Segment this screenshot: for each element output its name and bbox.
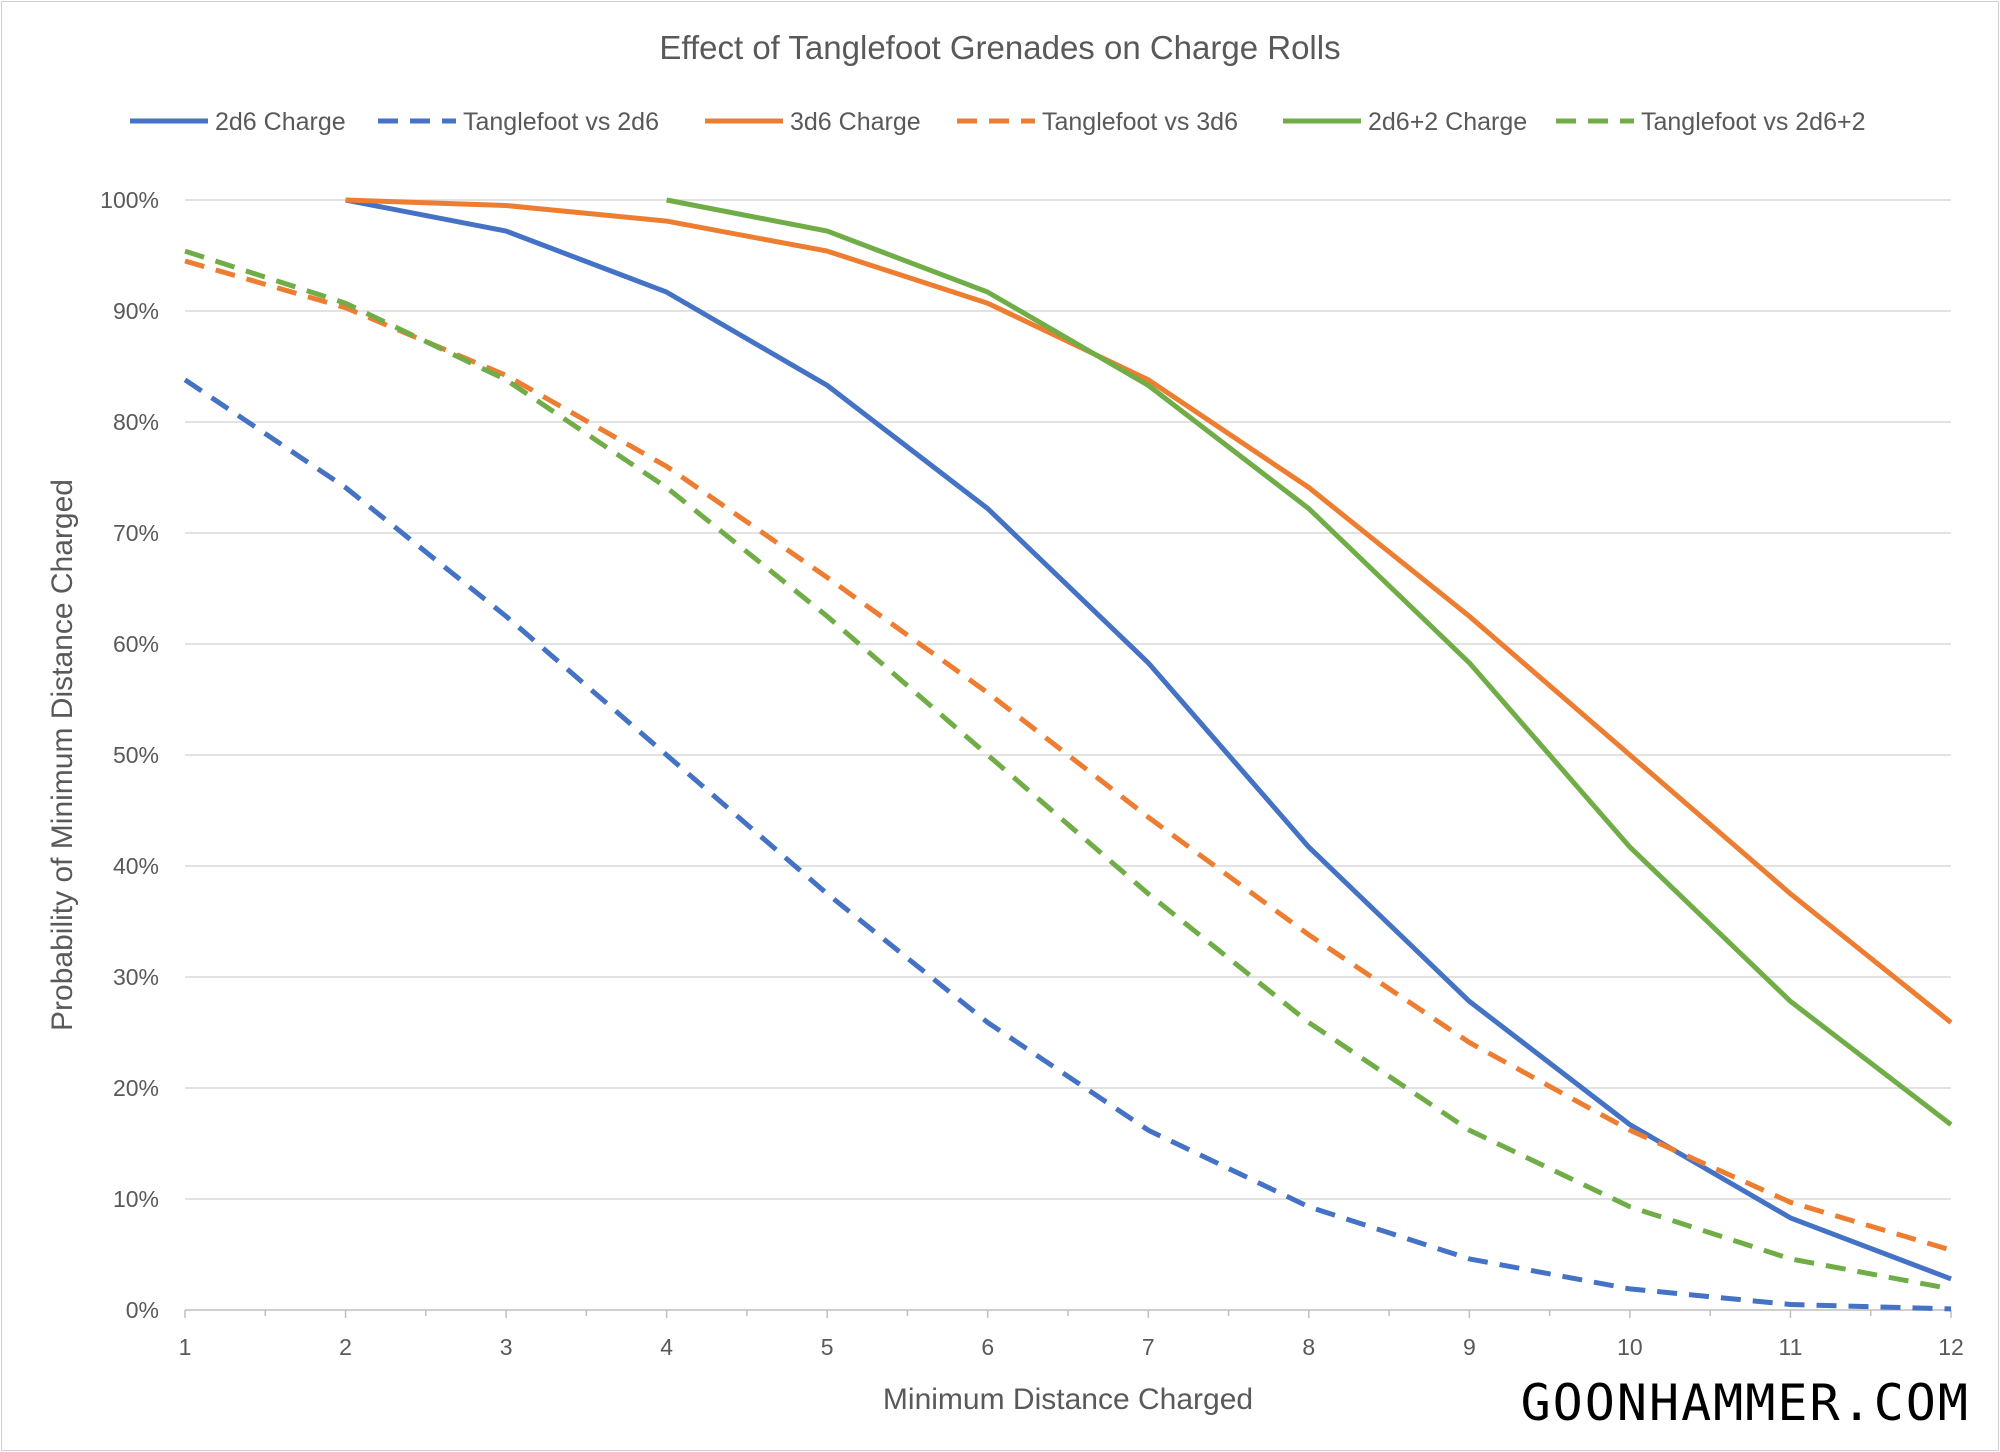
gridlines [185,199,1951,1311]
watermark-logo: GOONHAMMER.COM [1521,1374,1970,1432]
y-tick-label: 60% [113,631,159,657]
x-axis-title: Minimum Distance Charged [883,1383,1253,1416]
series-line-1 [183,377,1952,1312]
x-tick-label: 12 [1938,1334,1964,1360]
y-tick-label: 10% [113,1186,159,1212]
series-line-5 [184,248,1952,1292]
series-lines [183,197,1953,1312]
x-tick-label: 10 [1617,1334,1643,1360]
series-line-4 [666,197,1953,1127]
x-tick-label: 6 [981,1334,994,1360]
y-tick-label: 70% [113,520,159,546]
x-tick-label: 3 [500,1334,513,1360]
y-tick-label: 40% [113,853,159,879]
x-axis-ticks: 1 2 3 4 5 6 7 8 9 10 11 12 [179,1310,1964,1360]
series-line-0 [345,197,1952,1282]
y-tick-label: 50% [113,742,159,768]
legend-label: Tanglefoot vs 2d6+2 [1641,108,1865,136]
y-tick-label: 20% [113,1075,159,1101]
y-tick-label: 90% [113,298,159,324]
legend-label: 2d6+2 Charge [1368,108,1527,136]
x-tick-label: 7 [1142,1334,1155,1360]
y-axis-title: Probability of Minimum Distance Charged [46,479,79,1031]
legend-label: 2d6 Charge [215,108,346,136]
legend-label: 3d6 Charge [790,108,921,136]
x-tick-label: 4 [660,1334,673,1360]
legend-label: Tanglefoot vs 3d6 [1042,108,1238,136]
x-tick-label: 1 [179,1334,192,1360]
x-tick-label: 8 [1302,1334,1315,1360]
series-line-2 [345,197,1953,1025]
y-tick-label: 100% [100,187,159,213]
legend-label: Tanglefoot vs 2d6 [463,108,659,136]
y-axis-ticks: 0% 10% 20% 30% 40% 50% 60% 70% 80% 90% 100% [100,187,159,1323]
chart-title: Effect of Tanglefoot Grenades on Charge … [659,29,1340,66]
x-tick-label: 2 [339,1334,352,1360]
x-tick-label: 5 [821,1334,834,1360]
y-tick-label: 80% [113,409,159,435]
y-tick-label: 0% [126,1297,159,1323]
x-tick-label: 9 [1463,1334,1476,1360]
legend: 2d6 Charge Tanglefoot vs 2d6 3d6 Charge Tan… [130,108,1865,136]
y-tick-label: 30% [113,964,159,990]
x-tick-label: 11 [1779,1334,1803,1360]
